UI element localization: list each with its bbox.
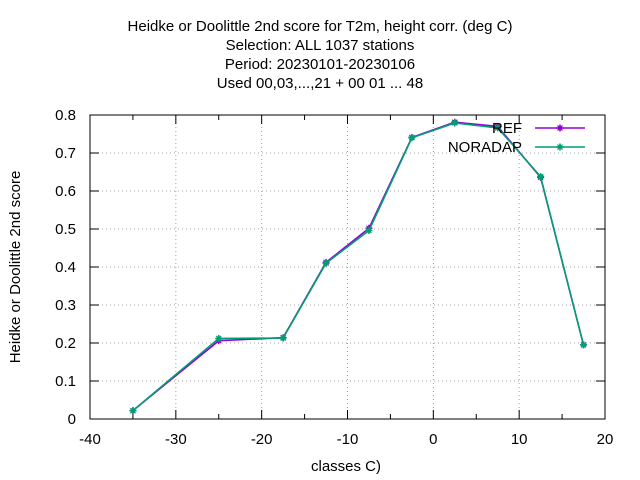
chart-title-line-3: Period: 20230101-20230106 bbox=[224, 56, 416, 73]
y-tick-label: 0.1 bbox=[55, 373, 76, 390]
data-point-noradap bbox=[129, 407, 137, 415]
axis-ticks: 0 0.1 0.2 0.3 0.4 0.5 0.6 0.7 0.8 -40 -30 -20 -10 0 10… bbox=[55, 107, 613, 448]
x-tick-label: 20 bbox=[597, 431, 614, 448]
legend-marker bbox=[556, 124, 564, 132]
chart-title-line-1: Heidke or Doolittle 2nd score for T2m, h… bbox=[127, 18, 513, 35]
data-point-noradap bbox=[408, 134, 416, 142]
series-line-noradap bbox=[132, 122, 585, 412]
x-tick-label: 10 bbox=[511, 431, 528, 448]
y-tick-label: 0.2 bbox=[55, 335, 76, 352]
x-tick-label: -20 bbox=[251, 431, 273, 448]
data-point-noradap bbox=[322, 259, 330, 267]
chart-title-line-2: Selection: ALL 1037 stations bbox=[225, 37, 415, 54]
data-point-noradap bbox=[215, 334, 223, 342]
x-axis-label: classes C) bbox=[311, 458, 381, 475]
grid-lines bbox=[90, 115, 605, 419]
x-tick-label: -30 bbox=[165, 431, 187, 448]
y-tick-label: 0.3 bbox=[55, 297, 76, 314]
y-tick-label: 0.8 bbox=[55, 107, 76, 124]
data-point-noradap bbox=[494, 124, 502, 132]
legend-marker bbox=[556, 143, 564, 151]
y-tick-label: 0.6 bbox=[55, 183, 76, 200]
y-tick-label: 0.7 bbox=[55, 145, 76, 162]
y-axis-label: Heidke or Doolittle 2nd score bbox=[7, 171, 24, 364]
y-tick-label: 0 bbox=[68, 411, 76, 428]
legend-label: REF bbox=[492, 120, 522, 137]
series-line-ref bbox=[132, 121, 585, 412]
y-tick-label: 0.5 bbox=[55, 221, 76, 238]
data-point-noradap bbox=[279, 334, 287, 342]
x-tick-label: -10 bbox=[337, 431, 359, 448]
data-point-noradap bbox=[537, 173, 545, 181]
data-point-noradap bbox=[365, 227, 373, 235]
legend: REF NORADAP bbox=[448, 120, 585, 156]
data-point-noradap bbox=[451, 119, 459, 127]
x-tick-label: 0 bbox=[429, 431, 437, 448]
y-tick-label: 0.4 bbox=[55, 259, 76, 276]
chart-title-line-4: Used 00,03,...,21 + 00 01 ... 48 bbox=[216, 75, 424, 92]
legend-label: NORADAP bbox=[448, 139, 522, 156]
series-layer bbox=[129, 118, 588, 415]
data-point-noradap bbox=[580, 341, 588, 349]
x-tick-label: -40 bbox=[79, 431, 101, 448]
